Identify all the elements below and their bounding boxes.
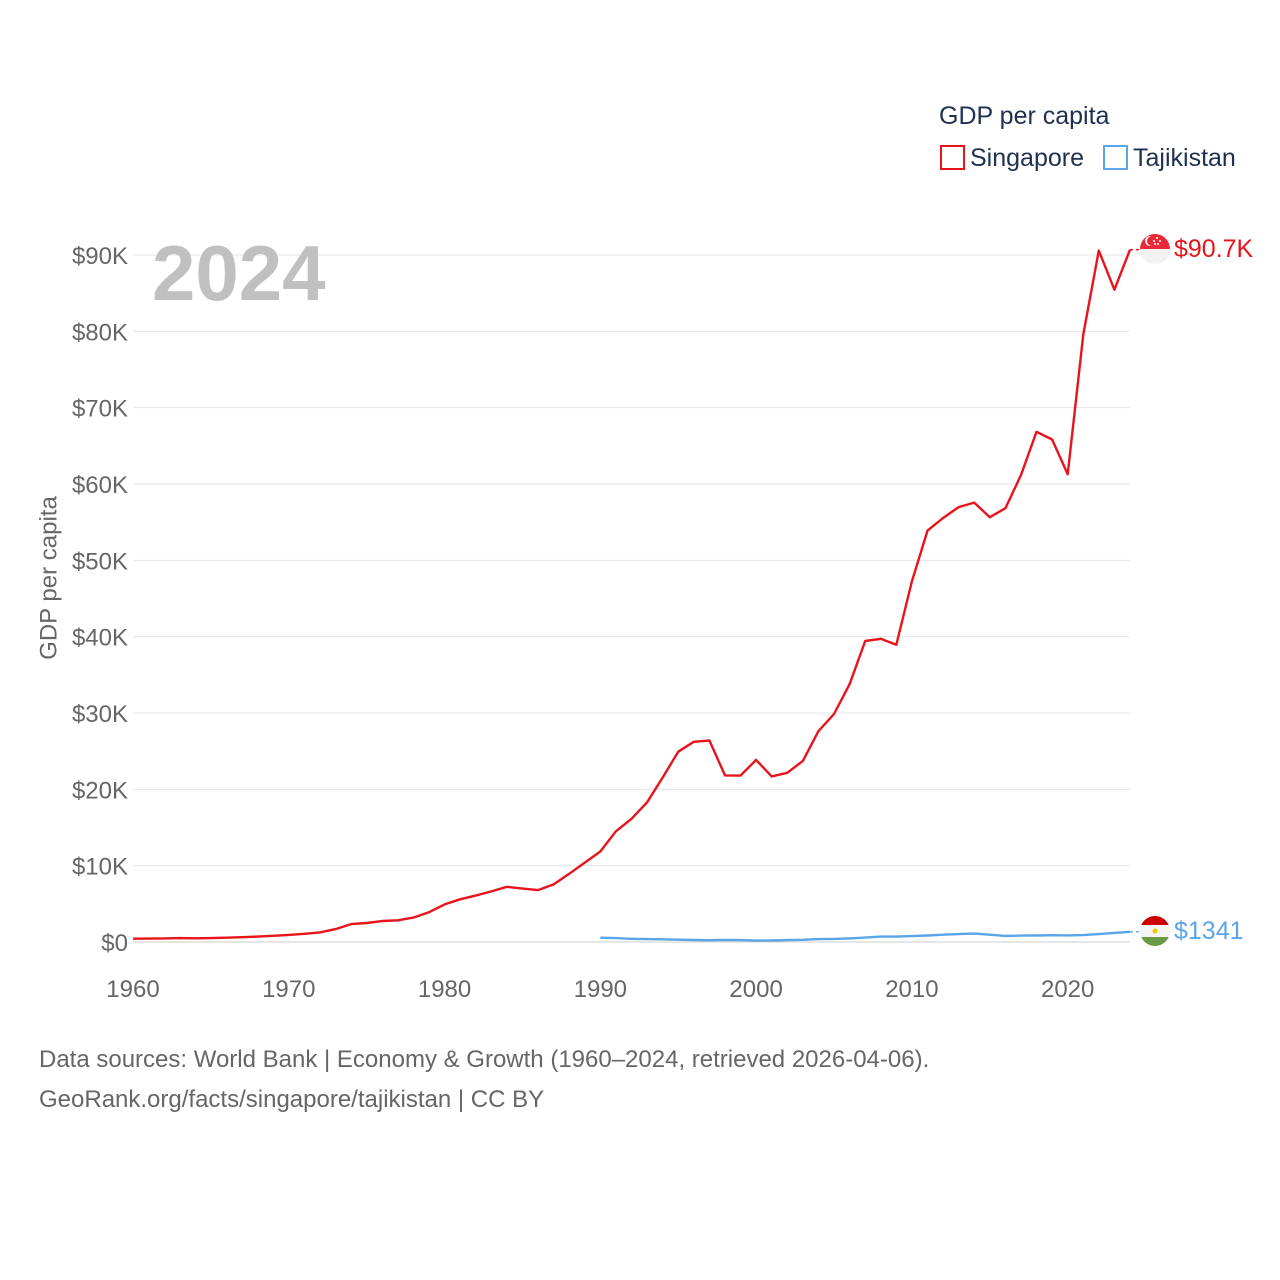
singapore-series-line	[132, 249, 1132, 940]
y-tick-label: $30K	[72, 701, 128, 728]
y-axis-tick-labels: $0 $10K $20K $30K $40K $50K $60K $70K $80K $90K	[72, 243, 128, 957]
x-tick-label: 2010	[885, 976, 938, 1003]
legend-title: GDP per capita	[939, 102, 1110, 130]
y-tick-label: $70K	[72, 396, 128, 423]
y-tick-label: $10K	[72, 854, 128, 881]
x-tick-label: 1970	[262, 976, 315, 1003]
legend-label-singapore: Singapore	[970, 144, 1084, 172]
tajikistan-flag-icon	[1140, 916, 1170, 946]
legend-item-tajikistan[interactable]: Tajikistan	[1103, 144, 1236, 172]
legend: GDP per capita Singapore Tajikistan	[939, 102, 1236, 172]
x-tick-label: 1990	[574, 976, 627, 1003]
source-line: Data sources: World Bank | Economy & Gro…	[39, 1046, 930, 1073]
singapore-flag-icon	[1140, 234, 1170, 264]
singapore-end-value-label: $90.7K	[1174, 235, 1254, 263]
tajikistan-end-value-label: $1341	[1174, 917, 1244, 945]
series-lines	[132, 249, 1140, 942]
x-tick-label: 1960	[106, 976, 159, 1003]
legend-swatch-singapore	[940, 145, 965, 170]
legend-label-tajikistan: Tajikistan	[1133, 144, 1236, 172]
y-tick-label: $80K	[72, 319, 128, 346]
attribution-line[interactable]: GeoRank.org/facts/singapore/tajikistan |…	[39, 1086, 545, 1113]
y-tick-label: $40K	[72, 625, 128, 652]
y-tick-label: $50K	[72, 548, 128, 575]
tajikistan-series-line	[600, 930, 1131, 942]
y-axis-title: GDP per capita	[35, 496, 62, 660]
source-footer: Data sources: World Bank | Economy & Gro…	[39, 1040, 929, 1120]
x-tick-label: 2020	[1041, 976, 1094, 1003]
y-tick-label: $90K	[72, 243, 128, 270]
x-tick-label: 1980	[418, 976, 471, 1003]
y-tick-label: $20K	[72, 777, 128, 804]
legend-item-singapore[interactable]: Singapore	[940, 144, 1084, 172]
year-label: 2024	[152, 229, 326, 317]
y-tick-label: $60K	[72, 472, 128, 499]
x-axis-tick-labels: 1960 1970 1980 1990 2000 2010 2020	[106, 976, 1094, 1003]
y-tick-label: $0	[101, 930, 128, 957]
grid-lines	[133, 254, 1130, 943]
legend-swatch-tajikistan	[1103, 145, 1128, 170]
x-tick-label: 2000	[729, 976, 782, 1003]
